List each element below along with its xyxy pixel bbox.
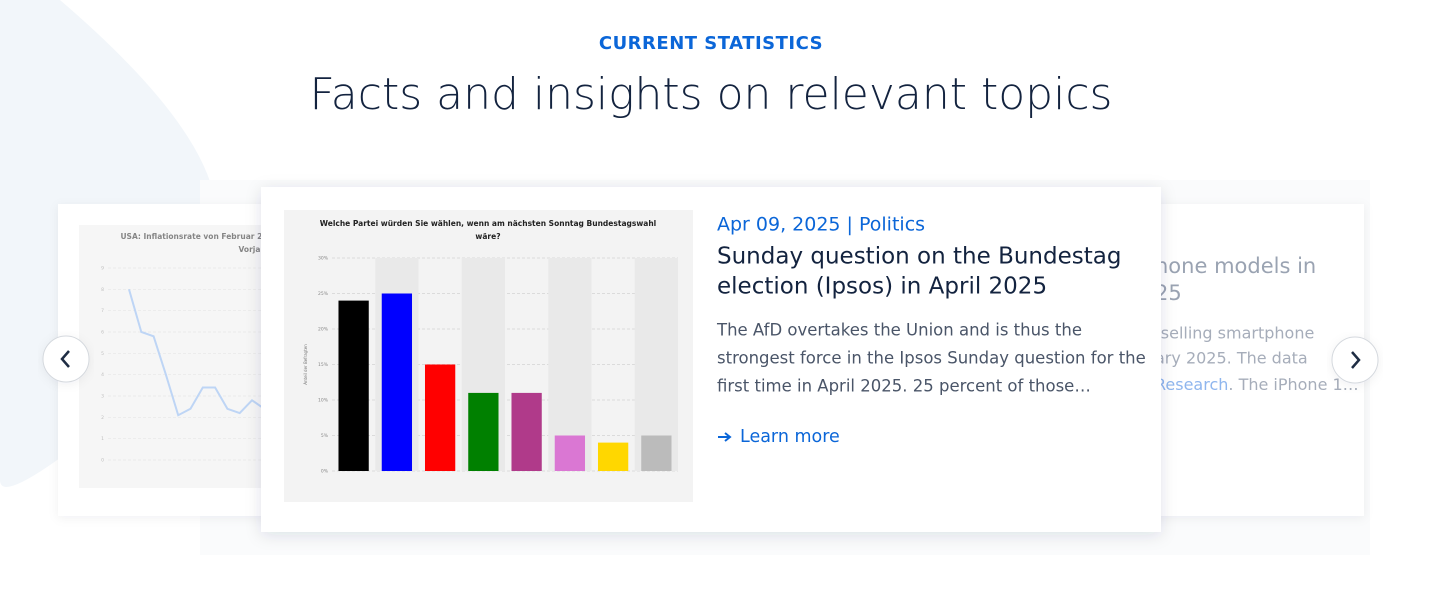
- chart-thumbnail: 0% 5% 10% 15% 20% 25% 30% Welche Partei würden …: [303, 219, 678, 475]
- card-text: Research. The iPhone 1…: [1155, 375, 1359, 394]
- next-button[interactable]: [1331, 336, 1379, 384]
- button-bg: [1331, 336, 1379, 384]
- prev-button[interactable]: [42, 335, 90, 383]
- y-tick-label: 5%: [321, 433, 329, 439]
- y-tick-label: 30%: [318, 256, 329, 262]
- card-text: ary 2025. The data: [1155, 349, 1308, 368]
- bar: [468, 392, 499, 471]
- card-title: hone models in: [1155, 254, 1316, 278]
- chart-title: Vorjahr: [239, 245, 270, 254]
- chevron-left: [60, 350, 70, 368]
- bar: [381, 293, 413, 471]
- card-text: strongest force in the Ipsos Sunday ques…: [717, 349, 1146, 368]
- y-tick-label: 2: [101, 415, 104, 421]
- y-tick-label: 20%: [318, 327, 329, 333]
- y-tick-label: 9: [101, 266, 104, 272]
- bar: [424, 364, 456, 471]
- card-text: -selling smartphone: [1155, 324, 1314, 343]
- y-tick-label: 0: [101, 458, 104, 464]
- section-title: Facts and insights on relevant topics: [310, 69, 1113, 120]
- chevron-right: [1351, 351, 1361, 369]
- y-tick-label: 1: [101, 436, 104, 442]
- chart-title: Welche Partei würden Sie wählen, wenn am…: [320, 219, 657, 228]
- eyebrow: CURRENT STATISTICS: [599, 33, 823, 54]
- y-tick-label: 15%: [318, 362, 329, 368]
- card-link[interactable]: Research: [1155, 375, 1228, 394]
- y-tick-label: 6: [101, 330, 104, 336]
- learn-more-link[interactable]: Learn more: [740, 427, 840, 447]
- arrow-icon: [718, 432, 732, 442]
- featured-card[interactable]: 0% 5% 10% 15% 20% 25% 30% Welche Partei würden …: [261, 187, 1161, 532]
- y-axis-label: Anteil der Befragten: [303, 344, 308, 385]
- bar: [554, 435, 586, 471]
- chart-title: USA: Inflationsrate von Februar 20: [120, 232, 267, 241]
- chart-title: wäre?: [475, 232, 500, 241]
- y-tick-label: 7: [101, 308, 104, 314]
- y-tick-label: 3: [101, 394, 104, 400]
- card-text: The AfD overtakes the Union and is thus …: [716, 321, 1082, 340]
- bar: [641, 435, 672, 471]
- y-tick-label: 4: [101, 372, 104, 378]
- y-tick-label: 8: [101, 287, 104, 293]
- card-title: election (Ipsos) in April 2025: [717, 274, 1047, 300]
- card-text: first time in April 2025. 25 percent of …: [717, 377, 1091, 396]
- card-text: . The iPhone 1…: [1228, 375, 1358, 394]
- bar: [338, 300, 369, 471]
- card-meta: Apr 09, 2025 | Politics: [717, 214, 925, 236]
- y-tick-label: 25%: [318, 291, 329, 297]
- card-title: Sunday question on the Bundestag: [717, 244, 1121, 270]
- y-tick-label: 10%: [318, 398, 329, 404]
- bar: [511, 392, 542, 471]
- y-tick-label: 5: [101, 351, 104, 357]
- button-bg: [42, 335, 90, 383]
- y-tick-label: 0%: [321, 469, 329, 475]
- bar: [597, 442, 629, 471]
- line: [128, 289, 265, 417]
